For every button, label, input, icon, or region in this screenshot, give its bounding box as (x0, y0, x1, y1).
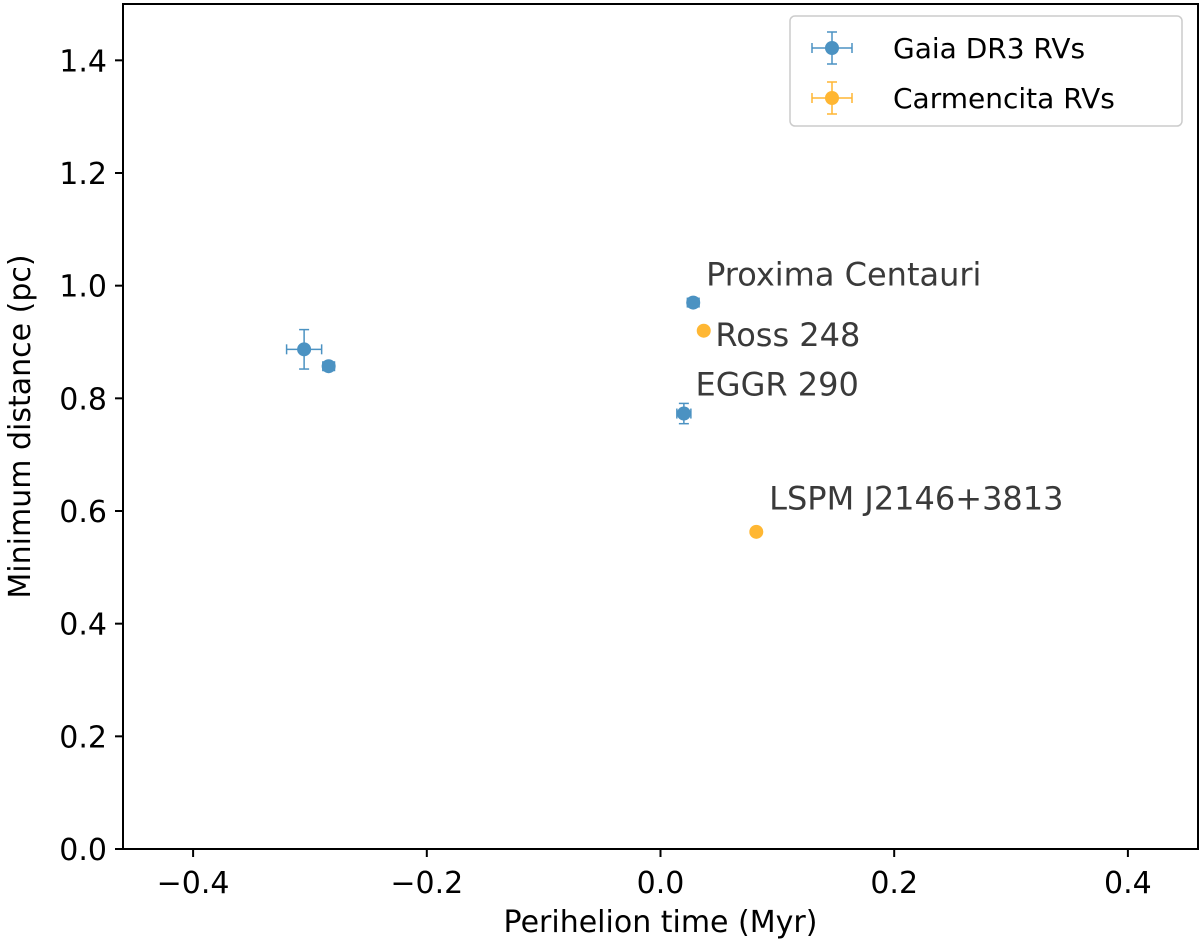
x-tick-label: 0.2 (870, 866, 918, 901)
y-tick-label: 0.6 (59, 495, 107, 530)
data-point (749, 524, 764, 539)
plot-area (122, 3, 1199, 850)
data-point (321, 359, 336, 374)
y-tick-label: 1.4 (59, 44, 107, 79)
x-axis-label: Perihelion time (Myr) (504, 905, 818, 940)
y-axis: 0.0 0.2 0.4 0.6 0.8 1.0 1.2 1.4 (59, 44, 123, 868)
marker (297, 342, 312, 357)
legend-dot (825, 41, 839, 55)
x-tick-label: −0.2 (390, 866, 463, 901)
legend-box (789, 15, 1183, 127)
y-axis-label: Minimum distance (pc) (3, 254, 38, 598)
legend: Gaia DR3 RVs Carmencita RVs (789, 15, 1183, 127)
annotation-label: EGGR 290 (696, 366, 859, 404)
marker (686, 295, 701, 310)
legend-dot (825, 91, 839, 105)
y-tick-label: 1.2 (59, 157, 107, 192)
x-tick-label: 0.0 (637, 866, 685, 901)
annotations: Proxima Centauri Ross 248 EGGR 290 LSPM J21… (696, 256, 1064, 518)
marker (749, 524, 764, 539)
y-tick-label: 0.8 (59, 382, 107, 417)
x-tick-label: −0.4 (157, 866, 230, 901)
marker (676, 406, 691, 421)
data-point (676, 402, 692, 425)
y-tick-label: 0.2 (59, 720, 107, 755)
y-tick-label: 0.0 (59, 833, 107, 868)
x-axis: −0.4 −0.2 0.0 0.2 0.4 (157, 849, 1152, 901)
legend-label: Gaia DR3 RVs (893, 32, 1085, 65)
legend-label: Carmencita RVs (893, 82, 1115, 115)
legend-marker (811, 31, 853, 65)
marker (321, 359, 336, 374)
y-tick-label: 1.0 (59, 270, 107, 305)
data-point (686, 295, 701, 310)
data-point (285, 328, 323, 370)
y-tick-label: 0.4 (59, 608, 107, 643)
data-points (285, 295, 764, 539)
annotation-label: Proxima Centauri (706, 256, 981, 294)
plot-frame (122, 3, 1199, 850)
annotation-label: LSPM J2146+3813 (769, 479, 1063, 517)
annotation-label: Ross 248 (715, 316, 860, 354)
x-tick-label: 0.4 (1104, 866, 1152, 901)
data-point (696, 323, 711, 338)
marker (696, 323, 711, 338)
legend-marker (811, 81, 853, 115)
